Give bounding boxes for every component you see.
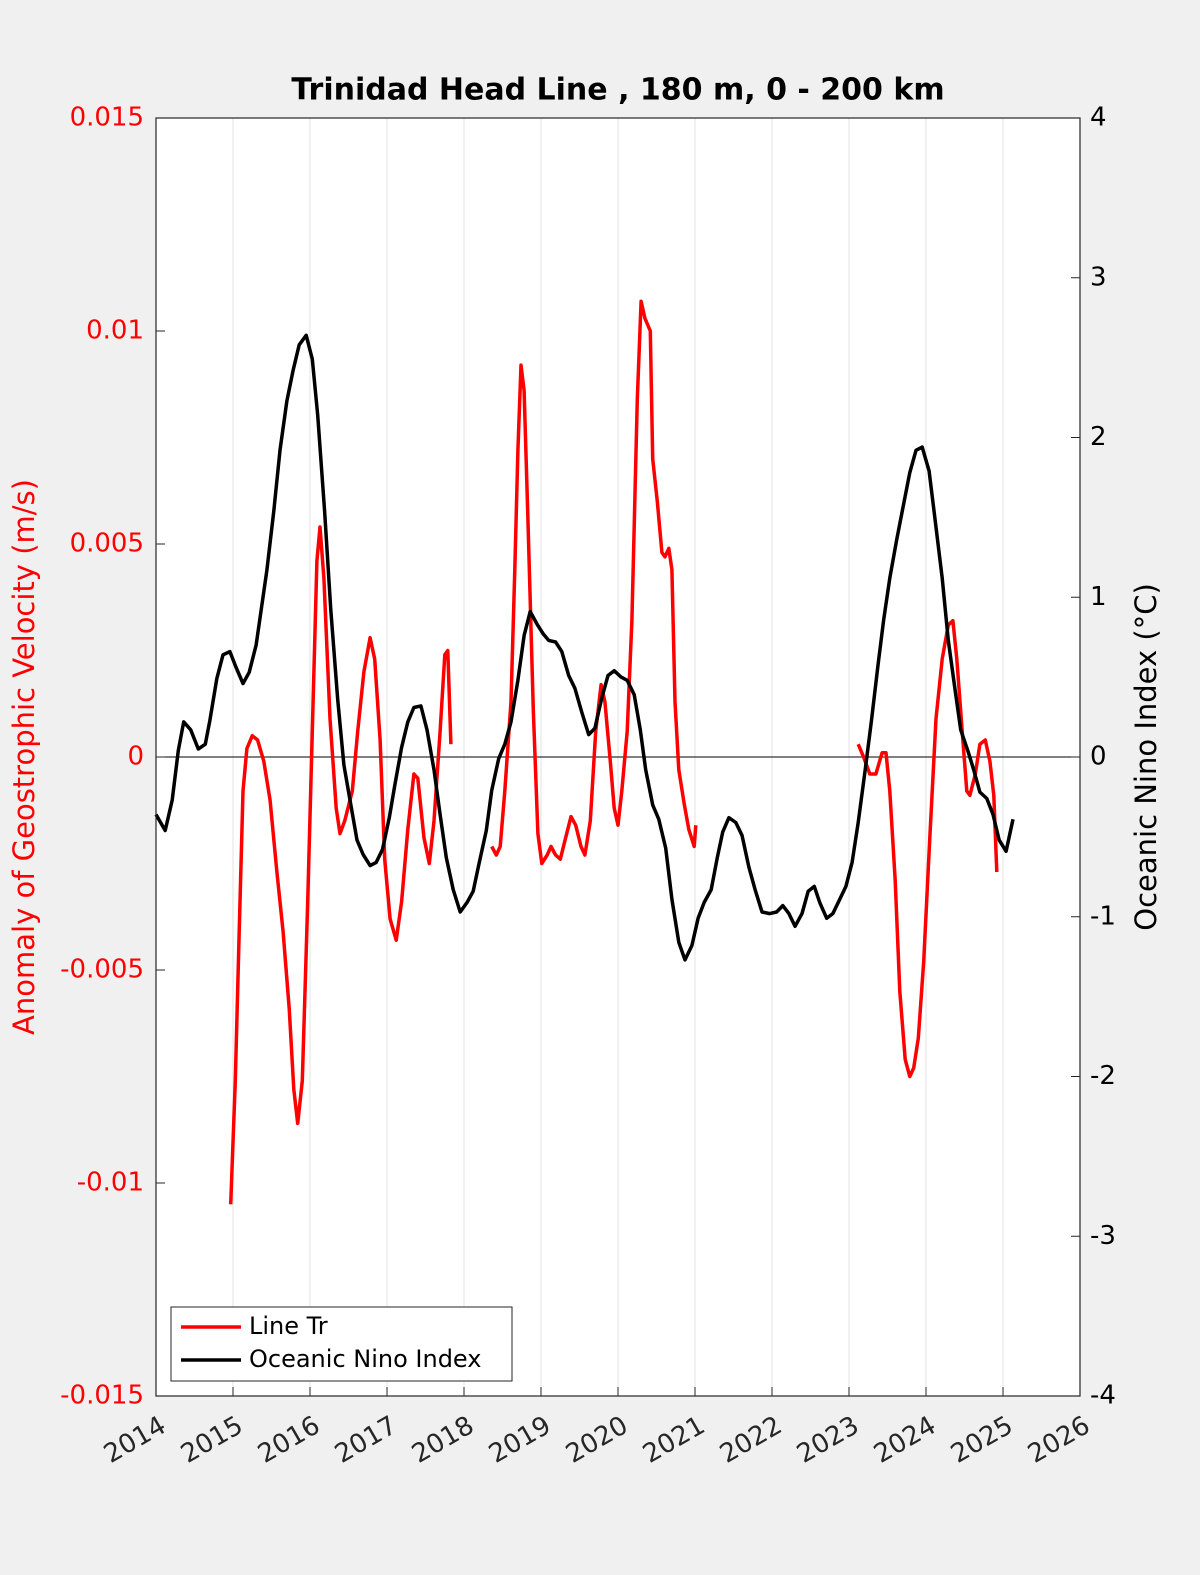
x-tick-label: 2026 [1023, 1411, 1095, 1470]
y-tick-label: 0.015 [70, 103, 144, 133]
x-tick-label: 2023 [792, 1411, 864, 1470]
y2-tick-label: 0 [1090, 742, 1107, 772]
x-tick-label: 2018 [407, 1411, 479, 1470]
x-tick-label: 2014 [99, 1411, 171, 1470]
y-tick-label: -0.01 [77, 1168, 144, 1198]
series-line [154, 333, 1015, 962]
legend-box [170, 1306, 513, 1382]
legend-label: Oceanic Nino Index [249, 1345, 481, 1373]
y2-tick-label: 3 [1090, 262, 1107, 292]
x-tick-label: 2017 [330, 1411, 402, 1470]
marks [154, 299, 1080, 1205]
x-tick-label: 2019 [484, 1411, 556, 1470]
x-tick-label: 2015 [176, 1411, 248, 1470]
y2-tick-label: 2 [1090, 422, 1107, 452]
x-tick-label: 2020 [561, 1411, 633, 1470]
x-tick-label: 2021 [638, 1411, 710, 1470]
y-axis-label: Anomaly of Geostrophic Velocity (m/s) [7, 479, 41, 1035]
x-tick-label: 2024 [869, 1411, 941, 1470]
x-tick-label: 2025 [946, 1411, 1018, 1470]
x-tick-label: 2022 [715, 1411, 787, 1470]
y2-tick-label: -2 [1090, 1061, 1116, 1091]
legend: Line Tr Oceanic Nino Index [170, 1306, 513, 1382]
y2-axis-label: Oceanic Nino Index (°C) [1129, 583, 1163, 931]
y-tick-label: 0.01 [86, 316, 144, 346]
legend-label: Line Tr [249, 1312, 328, 1340]
y2-tick-label: -4 [1090, 1381, 1116, 1411]
y2-tick-label: 1 [1090, 582, 1107, 612]
y-tick-label: -0.005 [60, 955, 144, 985]
x-tick-label: 2016 [253, 1411, 325, 1470]
y2-tick-label: -3 [1090, 1221, 1116, 1251]
y2-tick-label: -1 [1090, 901, 1116, 931]
y-tick-label: -0.015 [60, 1381, 144, 1411]
chart-title: Trinidad Head Line , 180 m, 0 - 200 km [291, 73, 944, 108]
y2-tick-label: 4 [1090, 103, 1107, 133]
y-tick-label: 0 [127, 742, 144, 772]
y-tick-label: 0.005 [70, 529, 144, 559]
